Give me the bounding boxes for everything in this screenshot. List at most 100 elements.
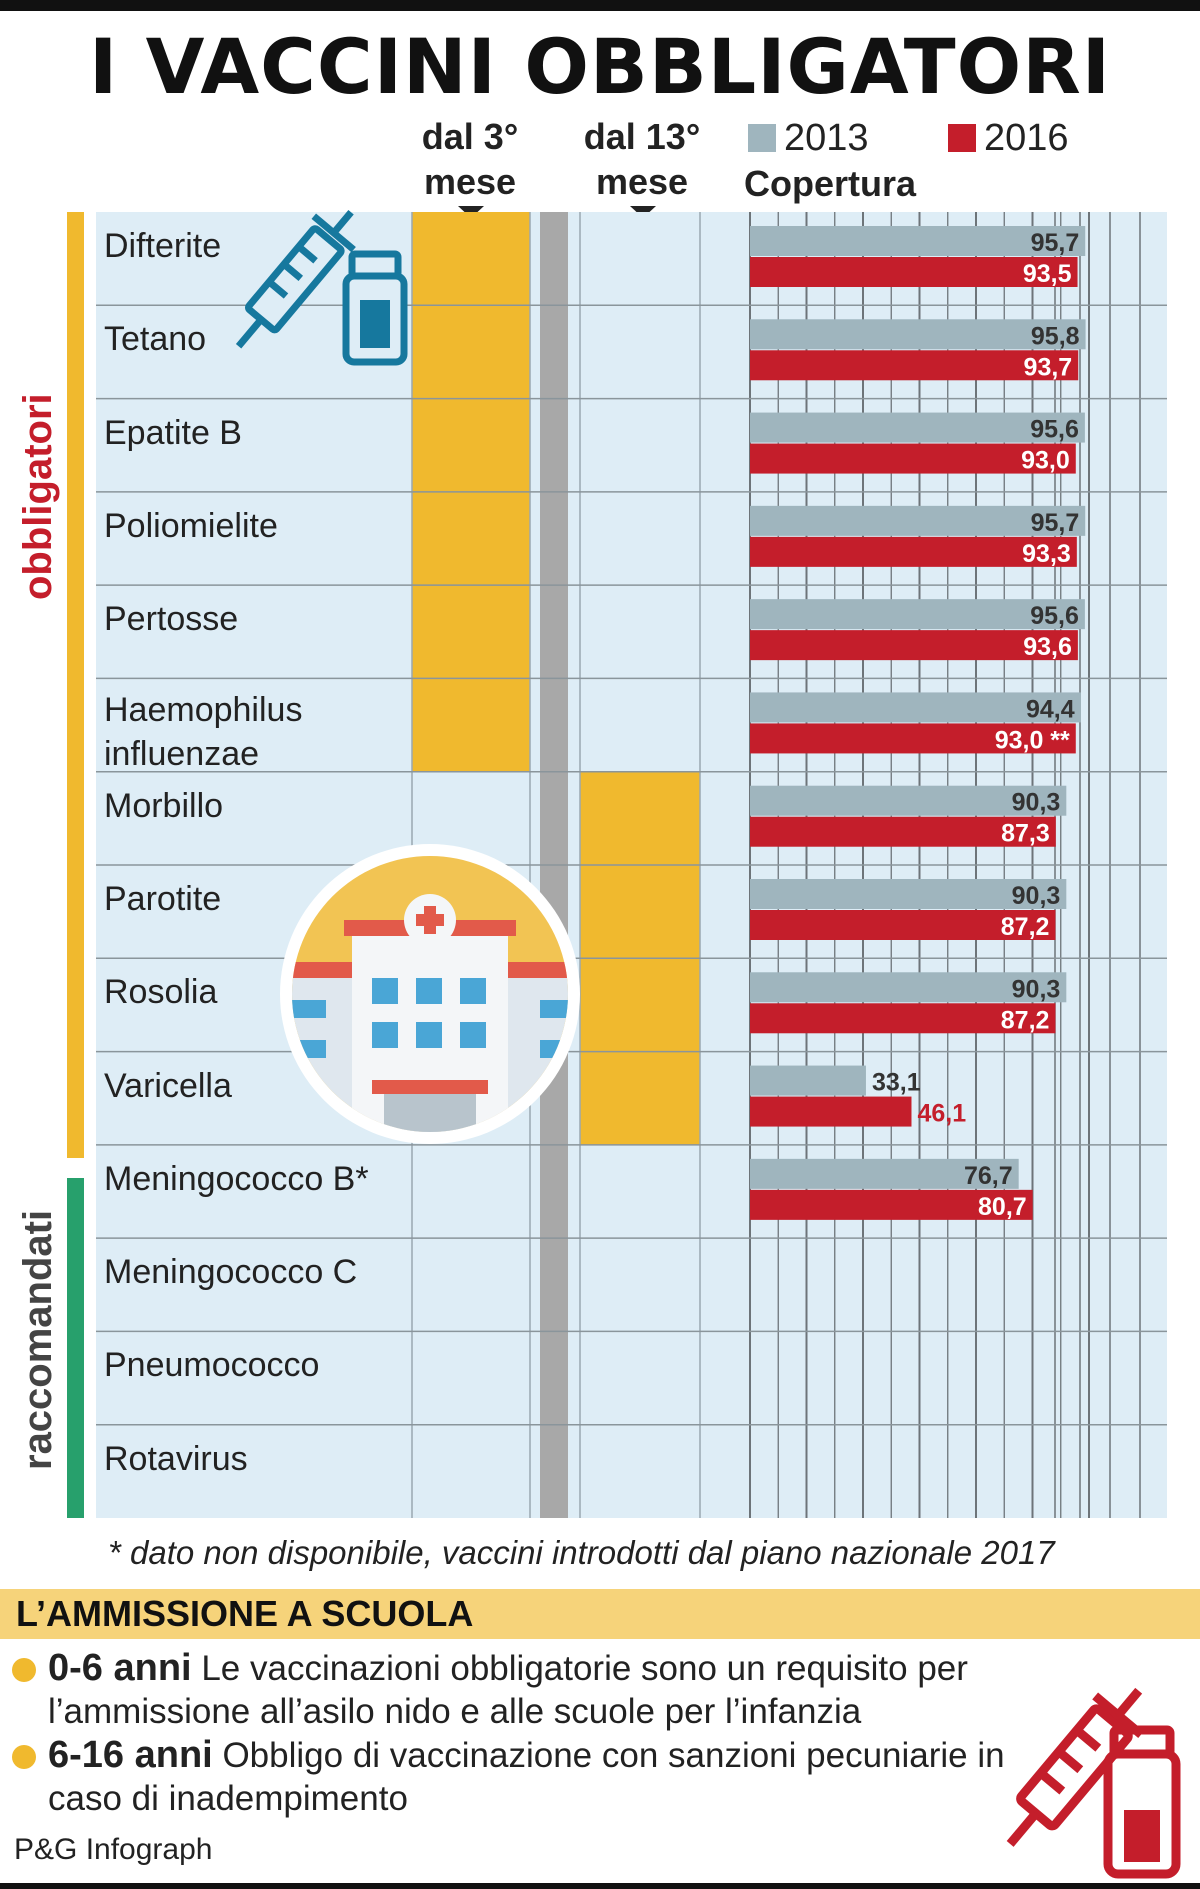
school-item-desc: Le vaccinazioni obbligatorie sono un req… bbox=[48, 1649, 968, 1731]
disease-label: Pneumococco bbox=[104, 1343, 319, 1387]
hospital-awning bbox=[372, 1080, 488, 1094]
legend-label-2013: 2013 bbox=[784, 117, 869, 159]
bar-2013 bbox=[750, 226, 1086, 256]
school-item-range: 6-16 anni bbox=[48, 1734, 213, 1776]
bar-2016 bbox=[750, 350, 1079, 381]
disease-label-line: Rosolia bbox=[104, 973, 218, 1012]
disease-label-line: Varicella bbox=[104, 1066, 232, 1105]
syringe-mark bbox=[266, 279, 289, 299]
schedule-cell-3rd-month bbox=[412, 212, 530, 306]
syringe-barrel bbox=[245, 225, 345, 334]
schedule-cell-3rd-month bbox=[412, 491, 530, 586]
bar-2016 bbox=[750, 536, 1077, 567]
syringe-mark bbox=[281, 261, 304, 282]
disease-label-line: Haemophilus bbox=[104, 691, 303, 730]
legend-2016: 2016 bbox=[948, 116, 1069, 160]
schedule-cell-13th-month bbox=[580, 958, 700, 1053]
bar-2016 bbox=[750, 1096, 912, 1127]
disease-label: Meningococco C bbox=[104, 1250, 357, 1294]
school-item-text: 6-16 anni Obbligo di vaccinazione con sa… bbox=[48, 1734, 1022, 1820]
bar-2013 bbox=[750, 692, 1081, 723]
bar-2013 bbox=[750, 1158, 1019, 1189]
bar-2016 bbox=[750, 1189, 1033, 1220]
value-label-2016: 93,7 bbox=[1024, 353, 1073, 381]
group-bar-recommended bbox=[67, 1178, 84, 1518]
header-col-3rd-month-line1: dal 3° bbox=[421, 116, 519, 157]
hospital-door bbox=[384, 1094, 476, 1132]
disease-label: Pertosse bbox=[104, 597, 238, 641]
credit: P&G Infograph bbox=[14, 1833, 213, 1866]
schedule-cell-3rd-month bbox=[412, 398, 530, 493]
legend-label-2016: 2016 bbox=[984, 117, 1069, 159]
disease-label: Haemophilus influenzae bbox=[104, 688, 302, 776]
page-title: I VACCINI OBBLIGATORI bbox=[88, 22, 1112, 111]
schedule-cell-3rd-month bbox=[412, 678, 530, 773]
syringe-plunger bbox=[331, 209, 354, 236]
bullet-dot bbox=[12, 1745, 36, 1769]
syringe-needle bbox=[235, 317, 264, 349]
disease-label: Rotavirus bbox=[104, 1437, 248, 1481]
bullet-dot bbox=[12, 1658, 36, 1682]
disease-label-line: Meningococco B* bbox=[104, 1159, 369, 1198]
hospital-icon bbox=[280, 844, 580, 1144]
school-item-range: 0-6 anni bbox=[48, 1647, 192, 1689]
disease-label: Varicella bbox=[104, 1064, 232, 1108]
hospital-cross-h bbox=[416, 914, 444, 926]
bar-2016 bbox=[750, 1003, 1056, 1034]
header-col-13th-month: dal 13° mese bbox=[572, 114, 712, 204]
value-label-2013: 95,7 bbox=[1031, 509, 1080, 537]
hospital-window bbox=[540, 1000, 568, 1018]
group-bar-mandatory bbox=[67, 212, 84, 1158]
value-label-2013: 90,3 bbox=[1012, 975, 1061, 1003]
bar-2016 bbox=[750, 443, 1076, 474]
value-label-2016: 87,2 bbox=[1001, 1006, 1050, 1034]
schedule-cell-3rd-month bbox=[412, 305, 530, 400]
school-item-0-6: 0-6 anni Le vaccinazioni obbligatorie so… bbox=[12, 1647, 1022, 1733]
legend-coverage-title: Copertura bbox=[744, 163, 917, 204]
syringe-mark bbox=[296, 243, 318, 264]
value-label-2013: 90,3 bbox=[1012, 882, 1061, 910]
disease-label-line: Tetano bbox=[104, 320, 207, 359]
schedule-cell-13th-month bbox=[580, 771, 700, 866]
hospital-window bbox=[292, 1000, 326, 1018]
hospital-window bbox=[460, 1022, 486, 1048]
value-label-2013: 33,1 bbox=[872, 1069, 921, 1097]
value-label-2013: 94,4 bbox=[1026, 695, 1075, 723]
disease-label-line: Poliomielite bbox=[104, 506, 278, 545]
disease-label-line: Pertosse bbox=[104, 600, 239, 639]
value-label-2016: 93,6 bbox=[1023, 633, 1072, 661]
bar-2013 bbox=[750, 879, 1067, 909]
value-label-2013: 95,6 bbox=[1030, 602, 1079, 630]
bottom-rule bbox=[0, 1883, 1200, 1889]
hospital-window bbox=[416, 1022, 442, 1048]
vial-red-icon bbox=[1103, 1725, 1181, 1879]
school-item-desc: Obbligo di vaccinazione con sanzioni pec… bbox=[48, 1736, 1005, 1818]
value-label-2016: 93,5 bbox=[1023, 260, 1072, 288]
hospital-window bbox=[416, 978, 442, 1004]
disease-label-line: influenzae bbox=[104, 735, 260, 774]
value-label-2013: 95,8 bbox=[1031, 322, 1080, 350]
value-label-2016: 87,2 bbox=[1001, 913, 1050, 941]
syringe-red-icon bbox=[1006, 1687, 1145, 1847]
disease-label: Difterite bbox=[104, 224, 221, 268]
disease-label: Epatite B bbox=[104, 411, 242, 455]
disease-label-line: Morbillo bbox=[104, 786, 224, 825]
school-item-6-16: 6-16 anni Obbligo di vaccinazione con sa… bbox=[12, 1734, 1022, 1820]
disease-label-line: Rotavirus bbox=[104, 1439, 248, 1478]
syringe-red-illustration bbox=[1006, 1687, 1181, 1879]
disease-label-line: Parotite bbox=[104, 880, 222, 918]
hospital-window bbox=[372, 1022, 398, 1048]
vial-icon bbox=[342, 250, 408, 366]
header-col-3rd-month-line2: mese bbox=[423, 161, 517, 202]
syringe-icon bbox=[235, 209, 356, 349]
bar-2013 bbox=[750, 1065, 866, 1096]
schedule-cell-3rd-month bbox=[412, 585, 530, 679]
legend-swatch-2013 bbox=[748, 124, 776, 152]
value-label-2016: 93,3 bbox=[1022, 540, 1071, 568]
value-label-2013: 95,6 bbox=[1030, 416, 1079, 444]
legend-swatch-2016 bbox=[948, 124, 976, 152]
value-label-2016: 93,0 ** bbox=[995, 726, 1070, 754]
bar-2016 bbox=[750, 630, 1078, 661]
disease-label: Meningococco B* bbox=[104, 1157, 369, 1201]
header-col-13th-month-line2: mese bbox=[595, 161, 689, 202]
